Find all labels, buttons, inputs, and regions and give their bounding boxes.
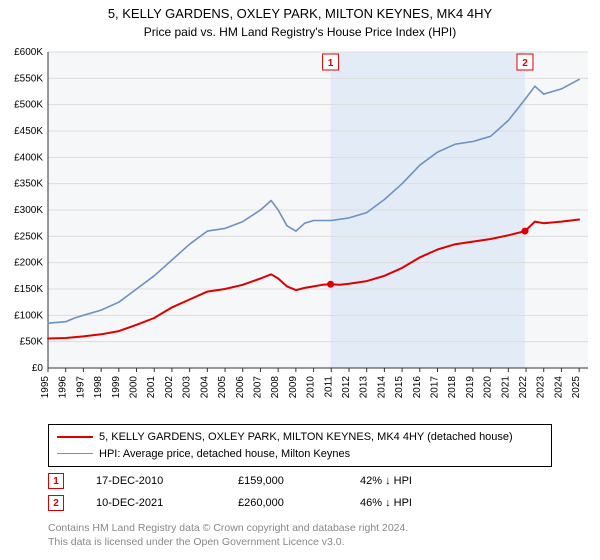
- chart-area: £0 £50K £100K £150K £200K £250K £300K £350K £400…: [0, 46, 600, 416]
- svg-text:2000: 2000: [129, 376, 140, 399]
- svg-text:2004: 2004: [199, 376, 210, 399]
- sale-marker-badge: 1: [48, 473, 64, 489]
- svg-text:2023: 2023: [536, 376, 547, 399]
- sale-marker-badge: 2: [48, 495, 64, 511]
- svg-text:2025: 2025: [571, 376, 582, 399]
- svg-text:2013: 2013: [359, 376, 370, 399]
- footer-line-2: This data is licensed under the Open Gov…: [48, 536, 552, 550]
- sale-date: 10-DEC-2021: [96, 497, 206, 509]
- svg-text:£300K: £300K: [14, 205, 43, 216]
- legend-row: HPI: Average price, detached house, Milt…: [57, 446, 543, 463]
- svg-text:2008: 2008: [270, 376, 281, 399]
- svg-text:2024: 2024: [553, 376, 564, 399]
- svg-text:£200K: £200K: [14, 258, 43, 269]
- svg-text:2005: 2005: [217, 376, 228, 399]
- sales-row: 1 17-DEC-2010 £159,000 42% ↓ HPI: [48, 470, 552, 492]
- legend-label: HPI: Average price, detached house, Milt…: [99, 446, 350, 463]
- footer-attribution: Contains HM Land Registry data © Crown c…: [48, 522, 552, 549]
- svg-text:2012: 2012: [341, 376, 352, 399]
- svg-text:£50K: £50K: [20, 337, 44, 348]
- sale-price: £159,000: [238, 475, 328, 487]
- svg-text:£0: £0: [32, 363, 44, 374]
- svg-text:2014: 2014: [376, 376, 387, 399]
- svg-text:£550K: £550K: [14, 73, 43, 84]
- svg-text:2006: 2006: [235, 376, 246, 399]
- svg-text:2011: 2011: [323, 376, 334, 398]
- svg-text:2021: 2021: [500, 376, 511, 399]
- svg-text:1995: 1995: [40, 376, 51, 399]
- svg-text:2019: 2019: [465, 376, 476, 399]
- svg-text:2003: 2003: [182, 376, 193, 399]
- sales-table: 1 17-DEC-2010 £159,000 42% ↓ HPI 2 10-DEC-202…: [48, 470, 552, 514]
- legend-swatch: [57, 436, 93, 438]
- sale-vs-hpi: 46% ↓ HPI: [360, 497, 470, 509]
- sale-vs-hpi: 42% ↓ HPI: [360, 475, 470, 487]
- line-chart-svg: £0 £50K £100K £150K £200K £250K £300K £350K £400…: [0, 46, 600, 416]
- svg-text:£600K: £600K: [14, 47, 43, 58]
- chart-subtitle: Price paid vs. HM Land Registry's House …: [0, 23, 600, 39]
- legend-swatch: [57, 453, 93, 454]
- svg-text:2009: 2009: [288, 376, 299, 399]
- svg-text:2016: 2016: [412, 376, 423, 399]
- svg-text:1996: 1996: [58, 376, 69, 399]
- svg-text:2022: 2022: [518, 376, 529, 399]
- svg-text:2015: 2015: [394, 376, 405, 399]
- svg-text:£450K: £450K: [14, 126, 43, 137]
- svg-text:1999: 1999: [111, 376, 122, 399]
- svg-text:1: 1: [328, 58, 334, 69]
- svg-text:£100K: £100K: [14, 310, 43, 321]
- svg-text:2: 2: [522, 58, 528, 69]
- svg-text:1997: 1997: [75, 376, 86, 399]
- svg-text:2018: 2018: [447, 376, 458, 399]
- legend-label: 5, KELLY GARDENS, OXLEY PARK, MILTON KEY…: [99, 429, 513, 446]
- svg-text:£250K: £250K: [14, 231, 43, 242]
- svg-text:£150K: £150K: [14, 284, 43, 295]
- svg-text:£500K: £500K: [14, 100, 43, 111]
- svg-text:£350K: £350K: [14, 179, 43, 190]
- footer-line-1: Contains HM Land Registry data © Crown c…: [48, 522, 552, 536]
- sale-date: 17-DEC-2010: [96, 475, 206, 487]
- svg-text:2010: 2010: [306, 376, 317, 399]
- svg-text:2001: 2001: [146, 376, 157, 399]
- svg-text:2007: 2007: [252, 376, 263, 399]
- chart-container: 5, KELLY GARDENS, OXLEY PARK, MILTON KEY…: [0, 0, 600, 560]
- chart-title: 5, KELLY GARDENS, OXLEY PARK, MILTON KEY…: [0, 0, 600, 23]
- svg-text:2020: 2020: [483, 376, 494, 399]
- svg-text:1998: 1998: [93, 376, 104, 399]
- svg-text:£400K: £400K: [14, 152, 43, 163]
- sale-price: £260,000: [238, 497, 328, 509]
- legend-row: 5, KELLY GARDENS, OXLEY PARK, MILTON KEY…: [57, 429, 543, 446]
- legend-box: 5, KELLY GARDENS, OXLEY PARK, MILTON KEY…: [48, 424, 552, 467]
- svg-text:2002: 2002: [164, 376, 175, 399]
- sales-row: 2 10-DEC-2021 £260,000 46% ↓ HPI: [48, 492, 552, 514]
- svg-text:2017: 2017: [430, 376, 441, 399]
